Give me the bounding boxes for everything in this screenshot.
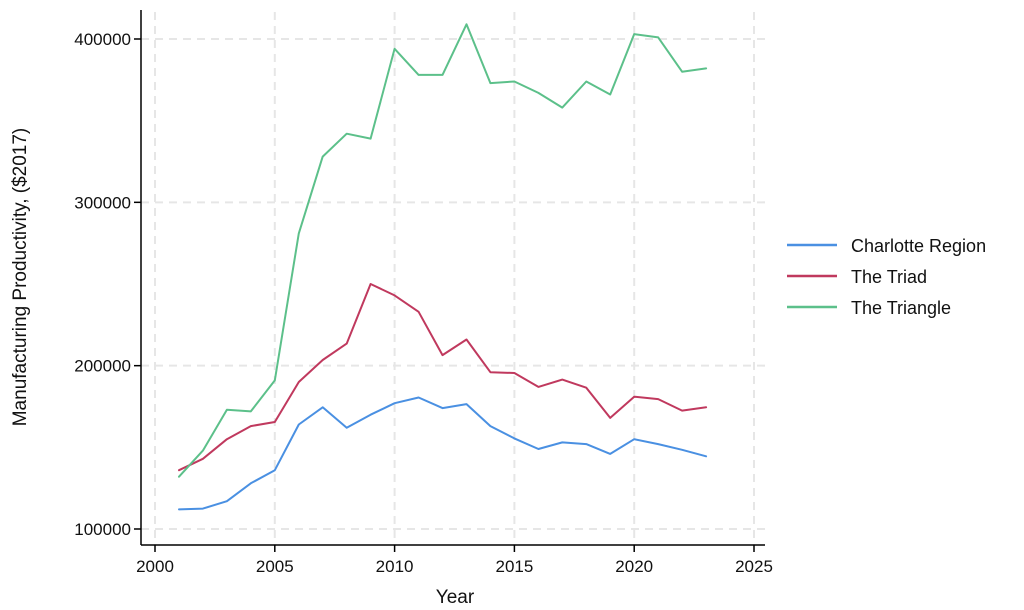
y-axis-title: Manufacturing Productivity, ($2017) bbox=[10, 128, 31, 427]
y-tick-label: 100000 bbox=[74, 520, 131, 539]
legend-label-charlotte-region: Charlotte Region bbox=[851, 236, 986, 256]
x-tick-label: 2010 bbox=[376, 557, 414, 576]
x-tick-label: 2000 bbox=[136, 557, 174, 576]
axes bbox=[140, 10, 765, 546]
x-tick-label: 2015 bbox=[495, 557, 533, 576]
x-tick-label: 2005 bbox=[256, 557, 294, 576]
y-tick-label: 300000 bbox=[74, 193, 131, 212]
x-tick-label: 2025 bbox=[735, 557, 773, 576]
y-tick-label: 200000 bbox=[74, 357, 131, 376]
series-line-the-triad bbox=[178, 283, 708, 472]
legend: Charlotte Region The Triad The Triangle bbox=[787, 236, 986, 318]
legend-label-the-triangle: The Triangle bbox=[851, 298, 951, 318]
series-lines bbox=[178, 23, 708, 511]
series-line-charlotte-region bbox=[178, 396, 708, 511]
y-tick-label: 400000 bbox=[74, 30, 131, 49]
axis-ticks: 2000 2005 2010 2015 2020 2025 100000 200000 3000… bbox=[74, 30, 773, 576]
gridlines bbox=[141, 12, 765, 545]
x-tick-label: 2020 bbox=[615, 557, 653, 576]
x-axis-title: Year bbox=[436, 587, 475, 608]
series-line-the-triangle bbox=[178, 23, 708, 478]
legend-label-the-triad: The Triad bbox=[851, 267, 927, 287]
